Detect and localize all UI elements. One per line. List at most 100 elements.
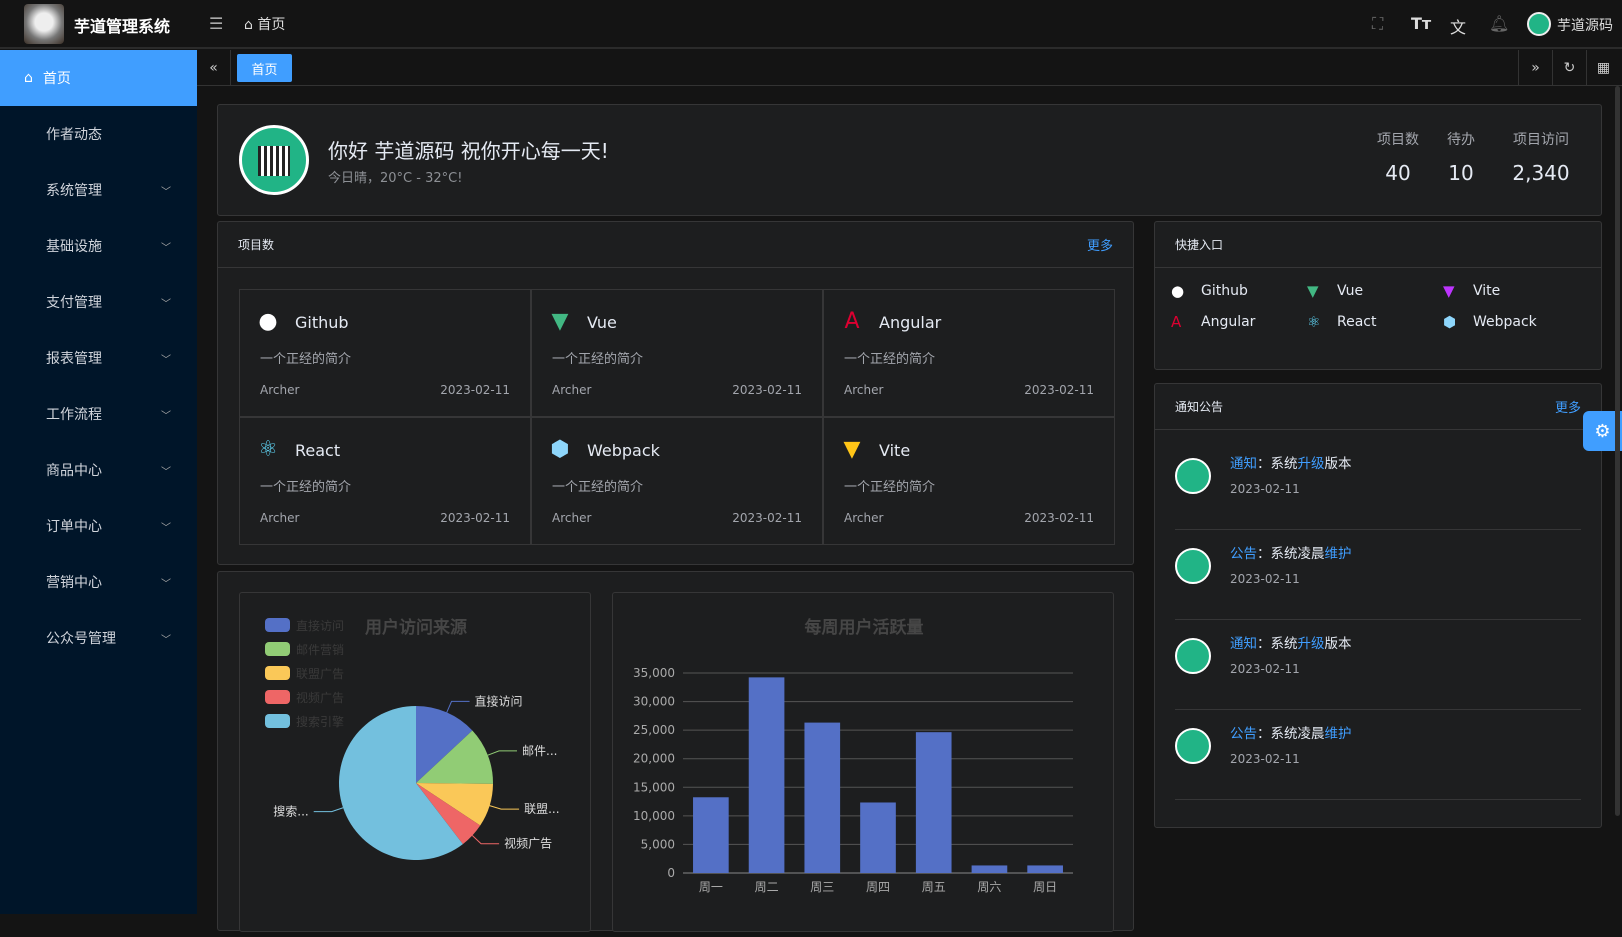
legend-label[interactable]: 邮件营销: [296, 643, 344, 657]
tab-home[interactable]: 首页: [237, 54, 292, 82]
fullscreen-icon[interactable]: ⛶: [1372, 14, 1384, 33]
quick-entry[interactable]: ● Github: [1171, 282, 1248, 300]
sidebar-item[interactable]: 支付管理 ﹀: [0, 274, 197, 330]
sidebar-item[interactable]: 系统管理 ﹀: [0, 162, 197, 218]
breadcrumb[interactable]: ⌂ 首页: [244, 17, 286, 33]
project-card[interactable]: ▼ Vue 一个正经的简介 Archer 2023-02-11: [531, 289, 823, 417]
refresh-icon[interactable]: ↻: [1552, 50, 1586, 86]
legend-swatch[interactable]: [265, 666, 290, 680]
pie-slice[interactable]: [416, 783, 481, 845]
sidebar-item[interactable]: 订单中心 ﹀: [0, 498, 197, 554]
project-date: 2023-02-11: [1024, 511, 1094, 525]
avatar[interactable]: [1527, 12, 1551, 36]
bar[interactable]: [860, 802, 896, 873]
project-card[interactable]: A Angular 一个正经的简介 Archer 2023-02-11: [823, 289, 1115, 417]
legend-label[interactable]: 直接访问: [296, 618, 344, 633]
chevron-down-icon: ﹀: [161, 466, 171, 478]
colon: ：: [1257, 636, 1271, 652]
pie-slice[interactable]: [339, 706, 463, 860]
collapse-menu-icon[interactable]: ☰: [209, 14, 224, 33]
legend-label[interactable]: 视频广告: [296, 690, 344, 705]
notice-type: 公告: [1230, 546, 1257, 562]
vue-icon: ▼: [551, 309, 569, 334]
notice-item[interactable]: 通知：系统升级版本 2023-02-11: [1175, 620, 1581, 710]
font-size-icon[interactable]: Tт: [1411, 14, 1432, 33]
bar[interactable]: [1027, 865, 1063, 873]
sidebar-item[interactable]: 商品中心 ﹀: [0, 442, 197, 498]
translate-icon[interactable]: 文: [1450, 18, 1467, 37]
legend-swatch[interactable]: [265, 642, 290, 656]
quick-entry[interactable]: ▼ Vue: [1307, 282, 1363, 300]
project-name: Vite: [879, 441, 911, 460]
quick-entry[interactable]: ⬢ Webpack: [1443, 313, 1537, 331]
legend-label[interactable]: 联盟广告: [296, 667, 344, 681]
notice-item[interactable]: 公告：系统凌晨维护 2023-02-11: [1175, 530, 1581, 620]
scroll-left-icon[interactable]: «: [197, 50, 231, 86]
scroll-right-icon[interactable]: »: [1518, 50, 1552, 86]
projects-more-link[interactable]: 更多: [1086, 239, 1113, 254]
pie-slice[interactable]: [416, 730, 493, 784]
project-card[interactable]: ⚛ React 一个正经的简介 Archer 2023-02-11: [239, 417, 531, 545]
pie-slice[interactable]: [416, 783, 493, 826]
bar[interactable]: [971, 865, 1008, 873]
bar[interactable]: [693, 797, 729, 873]
bell-icon[interactable]: 🔔︎: [1489, 14, 1510, 33]
bar[interactable]: [804, 722, 841, 873]
stat-projects: 项目数 40: [1377, 132, 1419, 185]
pie-label-line: [471, 835, 500, 845]
legend-swatch[interactable]: [265, 714, 290, 728]
sidebar-item[interactable]: 作者动态: [0, 106, 197, 162]
sidebar-item[interactable]: 公众号管理 ﹀: [0, 610, 197, 666]
legend-label[interactable]: 搜索引擎: [296, 714, 344, 729]
y-tick-label: 0: [667, 866, 675, 880]
bar[interactable]: [748, 677, 785, 873]
tab-bar: « 首页 » ↻ ▦: [197, 50, 1622, 86]
notice-more-link[interactable]: 更多: [1554, 401, 1581, 416]
notice-highlight: 维护: [1324, 726, 1352, 742]
sidebar-item[interactable]: ⌂ 首页: [0, 50, 197, 106]
pie-panel: 用户访问来源 直接访问 邮件营销 联盟广告 视频广告 搜索引擎 直接访问 邮件... 联盟...…: [239, 592, 591, 932]
react-icon: ⚛: [258, 437, 278, 462]
project-card[interactable]: ● Github 一个正经的简介 Archer 2023-02-11: [239, 289, 531, 417]
chevron-down-icon: ﹀: [161, 354, 171, 366]
chevron-down-icon: ﹀: [161, 578, 171, 590]
project-card[interactable]: ⬢ Webpack 一个正经的简介 Archer 2023-02-11: [531, 417, 823, 545]
x-tick-label: 周二: [755, 880, 779, 894]
notice-text: 公告：系统凌晨维护: [1230, 542, 1352, 562]
notice-text: 通知：系统升级版本: [1230, 452, 1352, 472]
project-desc: 一个正经的简介: [260, 352, 352, 367]
notice-item[interactable]: 公告：系统凌晨维护 2023-02-11: [1175, 710, 1581, 800]
user-name[interactable]: 芋道源码: [1557, 18, 1613, 34]
quick-entry-card: 快捷入口 ● Github ▼ Vue ▼ Vite A Angular ⚛ React ⬢ Webp…: [1154, 221, 1602, 370]
pie-label-line: [487, 750, 518, 756]
colon: ：: [1257, 546, 1271, 562]
grid-menu-icon[interactable]: ▦: [1586, 50, 1620, 86]
scrollbar[interactable]: [1615, 86, 1620, 816]
quick-entry[interactable]: ▼ Vite: [1443, 282, 1500, 300]
notice-date: 2023-02-11: [1230, 482, 1300, 496]
project-desc: 一个正经的简介: [844, 480, 936, 495]
pie-slice[interactable]: [416, 706, 473, 783]
legend-swatch[interactable]: [265, 690, 290, 704]
sidebar-item[interactable]: 工作流程 ﹀: [0, 386, 197, 442]
sidebar-item[interactable]: 基础设施 ﹀: [0, 218, 197, 274]
vite-icon: ▼: [843, 437, 861, 462]
app-title: 芋道管理系统: [74, 17, 171, 36]
legend-swatch[interactable]: [265, 618, 290, 632]
notice-post: 版本: [1324, 636, 1352, 652]
quick-entry[interactable]: ⚛ React: [1307, 313, 1376, 331]
webpack-icon: ⬢: [1443, 313, 1457, 331]
project-date: 2023-02-11: [732, 383, 802, 397]
project-desc: 一个正经的简介: [552, 352, 644, 367]
sidebar-item-label: 营销中心: [46, 575, 102, 591]
notice-avatar: [1175, 728, 1211, 764]
bar[interactable]: [915, 732, 952, 873]
sidebar-item[interactable]: 报表管理 ﹀: [0, 330, 197, 386]
chevron-down-icon: ﹀: [161, 410, 171, 422]
project-card[interactable]: ▼ Vite 一个正经的简介 Archer 2023-02-11: [823, 417, 1115, 545]
notice-item[interactable]: 通知：系统升级版本 2023-02-11: [1175, 440, 1581, 530]
quick-entry[interactable]: A Angular: [1171, 313, 1255, 331]
sidebar-item-label: 首页: [42, 71, 71, 87]
sidebar-item-label: 报表管理: [46, 351, 102, 367]
sidebar-item[interactable]: 营销中心 ﹀: [0, 554, 197, 610]
